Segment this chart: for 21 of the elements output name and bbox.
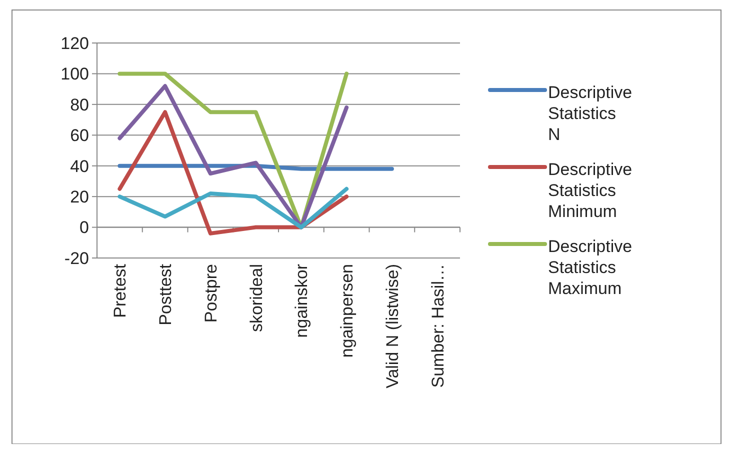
- x-tick-label: Sumber: Hasil…: [428, 264, 448, 388]
- legend-label: Descriptive Statistics Maximum: [548, 236, 632, 298]
- y-tick-label: 120: [60, 34, 89, 53]
- x-tick-label: skorideal: [246, 264, 266, 332]
- line-series: [118, 186, 349, 230]
- x-tick-label: ngainskor: [292, 264, 312, 338]
- y-tick-label: 60: [70, 126, 89, 146]
- x-tick-label: Pretest: [110, 264, 130, 318]
- y-tick-label: 20: [70, 188, 89, 207]
- x-tick-label: Postpre: [201, 264, 220, 323]
- y-tick-label: -20: [64, 248, 89, 268]
- y-tick-label: 40: [70, 156, 89, 176]
- legend-label: Descriptive Statistics N: [548, 82, 632, 144]
- x-tick-label: ngainpersen: [338, 264, 357, 358]
- x-tick-label: Valid N (listwise): [382, 264, 402, 388]
- line-series: [118, 110, 349, 236]
- y-tick-label: 0: [80, 218, 89, 238]
- x-tick-label: Posttest: [156, 264, 176, 326]
- y-tick-label: 80: [70, 95, 89, 114]
- legend-label: Descriptive Statistics Minimum: [548, 160, 632, 221]
- y-tick-label: 100: [60, 64, 89, 84]
